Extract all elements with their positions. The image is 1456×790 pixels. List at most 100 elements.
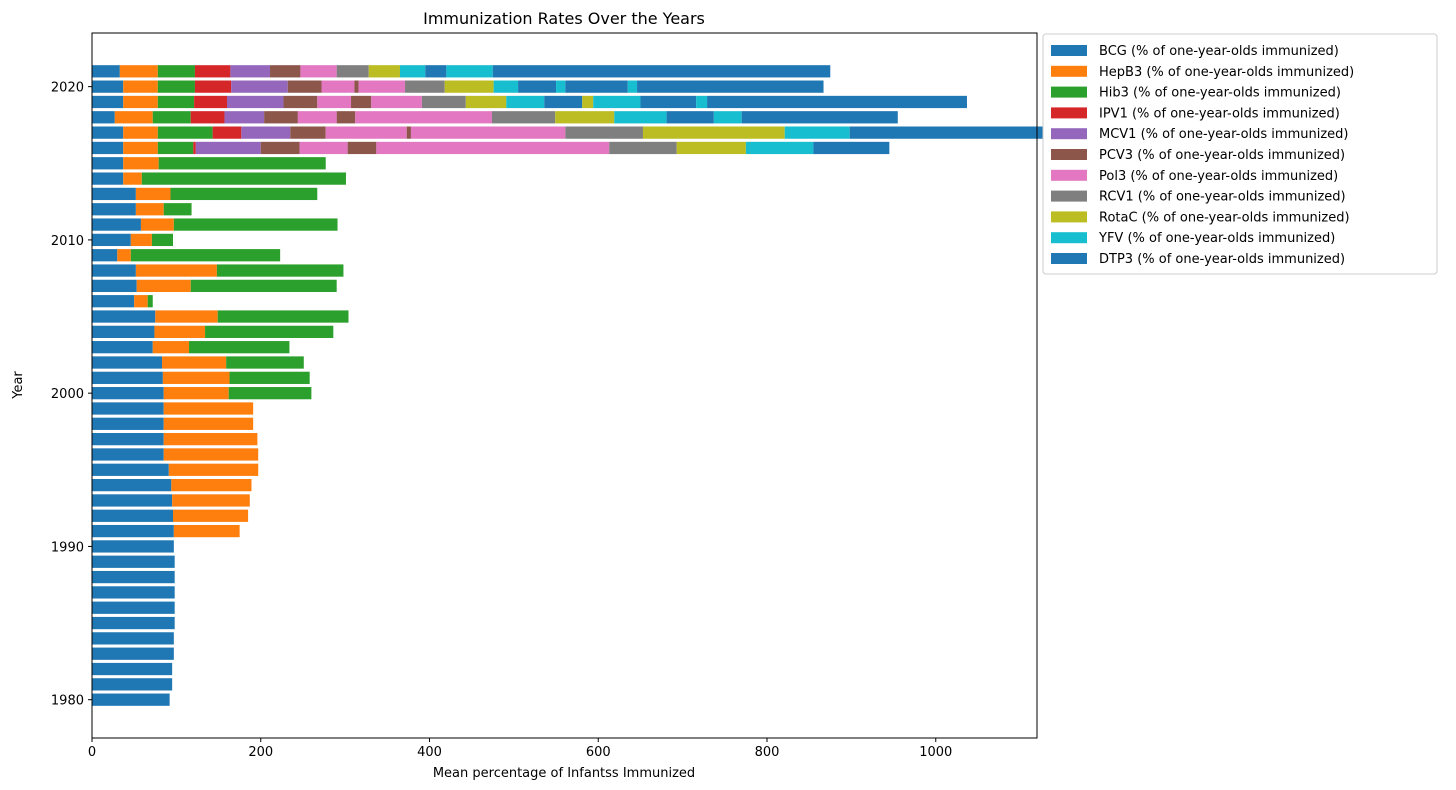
bar-1995-segment-1 bbox=[168, 463, 259, 476]
bar-2018-segment-6 bbox=[297, 111, 337, 124]
bar-2006-segment-0 bbox=[92, 295, 135, 308]
bar-2004-segment-0 bbox=[92, 325, 155, 338]
bar-2021-segment-2 bbox=[157, 65, 195, 78]
bar-2019-segment-7 bbox=[351, 95, 372, 109]
bar-2017-segment-2 bbox=[157, 126, 213, 139]
bar-2011-segment-0 bbox=[92, 218, 141, 231]
bar-2018-segment-1 bbox=[114, 111, 153, 124]
bar-2018-segment-5 bbox=[264, 111, 298, 124]
bar-2011-segment-1 bbox=[140, 218, 174, 231]
x-tick-label: 800 bbox=[755, 745, 780, 760]
bar-2017-segment-8 bbox=[410, 126, 566, 139]
legend-swatch bbox=[1051, 211, 1087, 223]
bar-2006-segment-2 bbox=[147, 295, 153, 308]
bar-2019-segment-2 bbox=[157, 95, 195, 109]
bar-2001-segment-2 bbox=[229, 371, 310, 384]
legend-swatch bbox=[1051, 232, 1087, 244]
bar-2019-segment-5 bbox=[283, 95, 318, 109]
bar-2021-segment-17 bbox=[492, 65, 831, 78]
bar-1992-segment-1 bbox=[173, 509, 249, 522]
bar-2015-segment-2 bbox=[158, 157, 326, 170]
bar-1997-segment-0 bbox=[92, 433, 164, 446]
legend-swatch bbox=[1051, 149, 1087, 160]
bar-1986-segment-0 bbox=[92, 601, 175, 614]
bar-1999-segment-0 bbox=[92, 402, 164, 415]
legend-label: RCV1 (% of one-year-olds immunized) bbox=[1099, 190, 1346, 205]
bar-2018-segment-7 bbox=[336, 111, 356, 124]
bar-2017-segment-1 bbox=[123, 126, 158, 139]
bar-2021-segment-14 bbox=[446, 65, 493, 78]
bar-2018-segment-15 bbox=[741, 111, 898, 124]
bar-2016-segment-12 bbox=[813, 141, 890, 155]
y-tick-label: 2020 bbox=[51, 81, 84, 96]
bar-2018-segment-4 bbox=[224, 111, 265, 124]
legend-swatch bbox=[1051, 45, 1087, 56]
bar-2013-segment-1 bbox=[135, 187, 171, 201]
bar-2019-segment-4 bbox=[227, 95, 284, 109]
bar-1998-segment-1 bbox=[163, 417, 254, 430]
bar-1988-segment-0 bbox=[92, 570, 175, 584]
bar-2012-segment-0 bbox=[92, 203, 136, 216]
bar-2019-segment-10 bbox=[465, 95, 507, 109]
legend-frame bbox=[1042, 33, 1438, 275]
bar-2001-segment-1 bbox=[162, 371, 230, 384]
bar-2018-segment-8 bbox=[355, 111, 492, 124]
bar-1993-segment-1 bbox=[172, 494, 250, 507]
bar-2021-segment-6 bbox=[300, 65, 337, 78]
bar-2020-segment-16 bbox=[627, 80, 638, 93]
bar-1993-segment-0 bbox=[92, 494, 173, 507]
bar-2019-segment-0 bbox=[92, 95, 124, 109]
legend-swatch bbox=[1051, 169, 1087, 181]
bar-2016-segment-8 bbox=[376, 141, 610, 155]
bar-1994-segment-0 bbox=[92, 478, 172, 492]
bar-1980-segment-0 bbox=[92, 693, 170, 706]
bar-2019-segment-14 bbox=[593, 95, 641, 109]
bar-2009-segment-2 bbox=[130, 249, 281, 262]
bar-2020-segment-15 bbox=[565, 80, 628, 93]
bar-2019-segment-8 bbox=[371, 95, 422, 109]
bar-2021-segment-9 bbox=[336, 65, 369, 78]
bar-2001-segment-0 bbox=[92, 371, 163, 384]
bar-2000-segment-2 bbox=[228, 387, 312, 400]
bar-2018-segment-9 bbox=[491, 111, 556, 124]
bar-2021-segment-4 bbox=[230, 65, 271, 78]
bar-2016-segment-0 bbox=[92, 141, 124, 155]
bar-2002-segment-2 bbox=[226, 356, 304, 369]
bar-2007-segment-1 bbox=[136, 279, 191, 293]
legend-swatch bbox=[1051, 128, 1087, 140]
bar-1996-segment-0 bbox=[92, 448, 164, 461]
bar-2003-segment-1 bbox=[152, 341, 190, 354]
bar-2009-segment-1 bbox=[117, 249, 131, 262]
bar-1994-segment-1 bbox=[171, 478, 252, 492]
bar-2020-segment-5 bbox=[287, 80, 322, 93]
bar-2013-segment-0 bbox=[92, 187, 136, 201]
bar-1981-segment-0 bbox=[92, 678, 173, 691]
bar-2007-segment-2 bbox=[190, 279, 337, 293]
bar-2005-segment-0 bbox=[92, 310, 156, 323]
bar-2010-segment-1 bbox=[130, 233, 152, 247]
bar-2008-segment-2 bbox=[216, 264, 344, 277]
bar-2016-segment-7 bbox=[347, 141, 377, 155]
bar-2017-segment-12 bbox=[849, 126, 1044, 139]
bar-1983-segment-0 bbox=[92, 647, 174, 660]
bar-1990-segment-0 bbox=[92, 540, 174, 553]
bar-2018-segment-14 bbox=[713, 111, 742, 124]
bar-2017-segment-6 bbox=[325, 126, 407, 139]
bar-2010-segment-0 bbox=[92, 233, 131, 247]
bar-2020-segment-3 bbox=[194, 80, 232, 93]
x-tick-label: 200 bbox=[248, 745, 273, 760]
bar-2003-segment-2 bbox=[189, 341, 290, 354]
x-axis: 0 200 400 600 800 1000 bbox=[88, 738, 952, 760]
bar-2020-segment-12 bbox=[518, 80, 557, 93]
bar-2007-segment-0 bbox=[92, 279, 137, 293]
bar-2019-segment-15 bbox=[640, 95, 697, 109]
bar-2019-segment-17 bbox=[707, 95, 967, 109]
x-tick-label: 0 bbox=[88, 745, 96, 760]
bar-2020-segment-10 bbox=[444, 80, 494, 93]
bar-2018-segment-2 bbox=[152, 111, 191, 124]
bar-2017-segment-3 bbox=[212, 126, 242, 139]
legend-swatch bbox=[1051, 86, 1087, 98]
bar-2020-segment-14 bbox=[556, 80, 566, 93]
bar-2015-segment-1 bbox=[123, 157, 159, 170]
